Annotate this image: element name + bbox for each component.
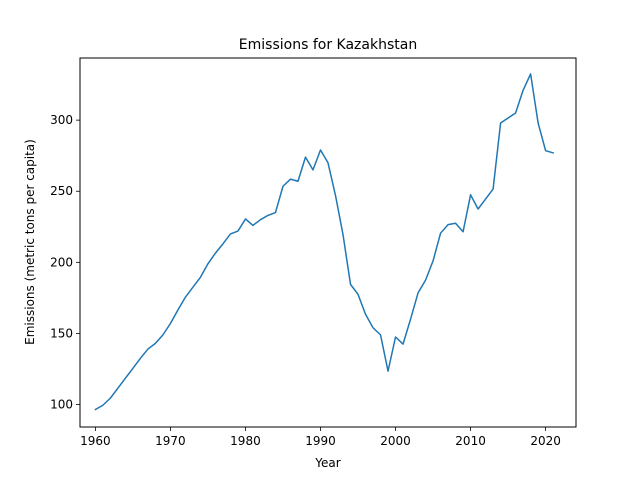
- x-tick-label: 2020: [530, 434, 561, 448]
- y-tick-label: 300: [50, 113, 73, 127]
- chart-title: Emissions for Kazakhstan: [239, 37, 417, 53]
- x-axis: 1960 1970 1980 1990 2000 2010 2020: [80, 427, 561, 448]
- y-tick-label: 200: [50, 255, 73, 269]
- y-tick-label: 100: [50, 398, 73, 412]
- series-line: [94, 73, 555, 411]
- plot-frame: [79, 57, 577, 428]
- y-tick-label: 250: [50, 184, 73, 198]
- y-axis-label: Emissions (metric tons per capita): [23, 139, 37, 345]
- x-tick-label: 2000: [380, 434, 411, 448]
- x-tick-label: 1960: [80, 434, 111, 448]
- y-tick-label: 150: [50, 326, 73, 340]
- x-tick-label: 1970: [155, 434, 186, 448]
- x-tick-label: 2010: [455, 434, 486, 448]
- plot-area: [94, 73, 555, 411]
- x-axis-label: Year: [314, 456, 340, 470]
- x-tick-label: 1980: [230, 434, 261, 448]
- y-axis: 100 150 200 250 300: [50, 113, 80, 412]
- x-tick-label: 1990: [305, 434, 336, 448]
